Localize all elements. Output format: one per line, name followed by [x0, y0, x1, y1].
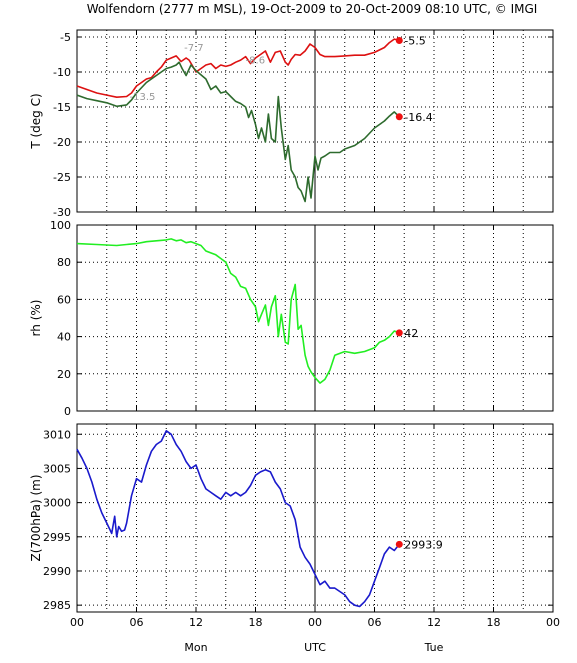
y-axis-label: rh (%) — [29, 300, 43, 337]
min-max-label: -8.6 — [246, 56, 266, 67]
panel-pressure: 2985 2990 2995 3000 3005 3010 Z(700hPa) (m) 299… — [29, 423, 554, 613]
y-tick-label: 100 — [50, 219, 71, 232]
last-value-marker — [395, 329, 403, 337]
y-axis-label: Z(700hPa) (m) — [29, 474, 43, 561]
x-tick-label: 06 — [130, 616, 144, 629]
y-tick-label: -30 — [53, 206, 71, 219]
y-tick-label: -20 — [53, 136, 71, 149]
y-tick-label: 2990 — [43, 565, 71, 578]
x-tick-label: 00 — [308, 616, 322, 629]
x-tick-label: 12 — [189, 616, 203, 629]
series-line-temperature — [76, 38, 400, 98]
x-tick-label: 12 — [427, 616, 441, 629]
y-tick-label: -10 — [53, 66, 71, 79]
x-tick-label: 18 — [487, 616, 501, 629]
panel-humidity: 0 20 40 60 80 100 rh (%) 42 — [29, 219, 554, 418]
y-tick-label: -15 — [53, 101, 71, 114]
last-value-marker — [395, 113, 403, 121]
last-value-marker — [395, 37, 403, 44]
x-tick-label: 00 — [546, 616, 560, 629]
y-tick-label: 20 — [57, 368, 71, 381]
x-day-label: Tue — [424, 641, 444, 654]
last-value-label: 42 — [404, 327, 418, 340]
y-tick-label: 60 — [57, 293, 71, 306]
last-value-label: -16.4 — [404, 111, 432, 124]
y-tick-label: 2995 — [43, 531, 71, 544]
x-day-label: UTC — [304, 641, 326, 654]
chart-title: Wolfendorn (2777 m MSL), 19-Oct-2009 to … — [87, 2, 538, 16]
y-tick-label: 3000 — [43, 497, 71, 510]
min-max-label: -13.5 — [130, 92, 156, 103]
x-tick-label: 18 — [249, 616, 263, 629]
y-tick-label: -5 — [60, 31, 71, 44]
y-axis-label: T (deg C) — [29, 93, 43, 149]
x-tick-label: 06 — [368, 616, 382, 629]
y-tick-label: 3010 — [43, 428, 71, 441]
series-line-pressure — [76, 429, 400, 608]
y-tick-label: 80 — [57, 256, 71, 269]
y-tick-label: 2985 — [43, 599, 71, 612]
y-tick-label: 3005 — [43, 462, 71, 475]
x-day-label: Mon — [184, 641, 207, 654]
last-value-marker — [395, 540, 403, 548]
x-axis: 00 06 12 18 00 06 12 18 00 Mon UTC Tue — [70, 616, 560, 654]
series-line-humidity — [76, 238, 400, 384]
x-tick-label: 00 — [70, 616, 84, 629]
min-max-label: -7.7 — [184, 43, 204, 54]
chart-panels: -5 -10 -15 -20 -25 -30 T (deg C) -5.5 -16.4 -7.7 -… — [29, 29, 554, 613]
y-tick-label: 0 — [64, 405, 71, 418]
last-value-label: -5.5 — [404, 35, 425, 48]
y-tick-label: 40 — [57, 331, 71, 344]
y-tick-label: -25 — [53, 171, 71, 184]
last-value-label: 2993.9 — [404, 538, 443, 551]
panel-temperature: -5 -10 -15 -20 -25 -30 T (deg C) -5.5 -16.4 -7.7 -… — [29, 29, 554, 219]
series-line-dewpoint — [76, 61, 400, 203]
